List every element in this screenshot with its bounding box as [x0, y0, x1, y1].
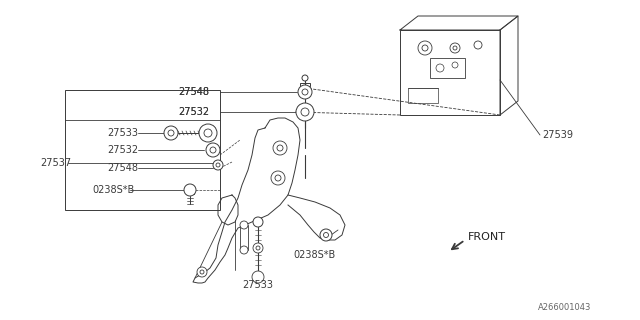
Circle shape [298, 85, 312, 99]
Text: 0238S*B: 0238S*B [92, 185, 134, 195]
Circle shape [275, 175, 281, 181]
Bar [408, 88, 438, 103]
Circle shape [204, 129, 212, 137]
Circle shape [277, 145, 283, 151]
Circle shape [216, 163, 220, 167]
Circle shape [436, 64, 444, 72]
Text: 27532: 27532 [107, 145, 138, 155]
Circle shape [452, 62, 458, 68]
Text: 27548: 27548 [107, 163, 138, 173]
Circle shape [418, 41, 432, 55]
Bar [430, 58, 465, 78]
Text: FRONT: FRONT [468, 232, 506, 242]
Text: 27537: 27537 [40, 158, 71, 168]
Circle shape [210, 147, 216, 153]
Circle shape [253, 243, 263, 253]
Text: 27533: 27533 [243, 280, 273, 290]
Circle shape [453, 46, 457, 50]
Circle shape [422, 45, 428, 51]
Circle shape [253, 217, 263, 227]
Bar [186, 186, 194, 194]
Text: 27532: 27532 [178, 107, 209, 117]
Circle shape [184, 184, 196, 196]
Bar [300, 83, 310, 86]
Bar [400, 30, 500, 115]
Circle shape [450, 43, 460, 53]
Circle shape [271, 171, 285, 185]
Circle shape [240, 246, 248, 254]
Circle shape [252, 271, 264, 283]
Circle shape [256, 246, 260, 250]
Circle shape [302, 75, 308, 81]
Circle shape [240, 221, 248, 229]
Circle shape [296, 103, 314, 121]
Text: 27533: 27533 [107, 128, 138, 138]
Circle shape [164, 126, 178, 140]
Text: 27532: 27532 [178, 107, 209, 117]
Circle shape [273, 141, 287, 155]
Text: 0238S*B: 0238S*B [294, 250, 336, 260]
Circle shape [200, 270, 204, 274]
Bar [65, 90, 220, 210]
Circle shape [213, 160, 223, 170]
Text: A266001043: A266001043 [538, 303, 592, 313]
Circle shape [323, 233, 328, 237]
Circle shape [302, 89, 308, 95]
Text: 27548: 27548 [178, 87, 209, 97]
Circle shape [197, 267, 207, 277]
Circle shape [168, 130, 174, 136]
Circle shape [301, 108, 309, 116]
Circle shape [199, 124, 217, 142]
Text: 27548: 27548 [178, 87, 209, 97]
Circle shape [474, 41, 482, 49]
Text: 27539: 27539 [542, 130, 573, 140]
Circle shape [320, 229, 332, 241]
Circle shape [206, 143, 220, 157]
